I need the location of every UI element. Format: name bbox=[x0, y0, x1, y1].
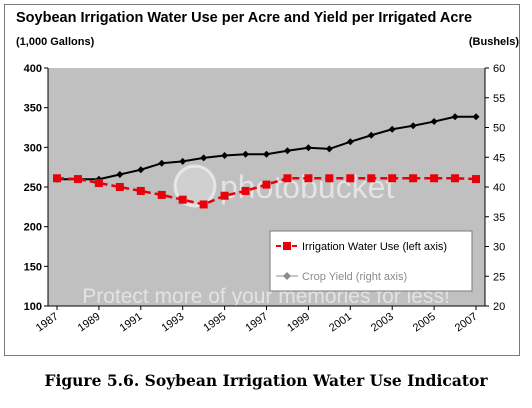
left-tick-label: 350 bbox=[24, 103, 42, 115]
crop-yield-point bbox=[242, 150, 250, 158]
x-tick-label: 1997 bbox=[243, 311, 270, 335]
x-tick-label: 1999 bbox=[285, 311, 312, 335]
water-use-point bbox=[157, 190, 166, 199]
water-use-point bbox=[451, 174, 460, 183]
water-use-point bbox=[115, 183, 124, 191]
left-tick-label: 150 bbox=[24, 261, 42, 273]
water-use-point bbox=[241, 186, 250, 195]
right-tick-label: 35 bbox=[493, 212, 505, 224]
right-tick-label: 20 bbox=[493, 301, 505, 313]
x-tick-label: 2003 bbox=[369, 311, 396, 335]
water-use-point bbox=[388, 174, 397, 183]
x-tick-label: 2007 bbox=[453, 311, 480, 335]
left-tick-label: 200 bbox=[24, 222, 42, 234]
water-use-point bbox=[325, 174, 334, 183]
left-tick-label: 300 bbox=[24, 142, 42, 154]
x-tick-label: 2001 bbox=[327, 311, 354, 335]
crop-yield-point bbox=[263, 150, 270, 158]
crop-yield-point bbox=[158, 159, 166, 167]
series-layer bbox=[53, 113, 480, 209]
water-use-point bbox=[136, 186, 145, 195]
left-tick-label: 250 bbox=[24, 182, 42, 194]
water-use-point bbox=[283, 174, 292, 183]
legend-yield-label: Crop Yield (right axis) bbox=[302, 271, 407, 283]
legend-yield-marker bbox=[283, 272, 291, 280]
crop-yield-point bbox=[472, 113, 480, 121]
water-use-point bbox=[304, 174, 313, 183]
water-use-point bbox=[472, 175, 480, 184]
water-use-point bbox=[73, 175, 82, 184]
x-tick-label: 1987 bbox=[34, 311, 61, 335]
left-axis-unit: (1,000 Gallons) bbox=[16, 36, 95, 48]
crop-yield-point bbox=[179, 157, 187, 165]
x-tick-label: 1995 bbox=[201, 311, 228, 335]
crop-yield-point bbox=[283, 147, 291, 155]
crop-yield-point bbox=[367, 131, 375, 139]
right-axis-unit: (Bushels) bbox=[469, 36, 519, 48]
legend-box bbox=[269, 230, 473, 292]
crop-yield-point bbox=[221, 151, 229, 159]
water-use-point bbox=[430, 174, 439, 183]
water-use-point bbox=[178, 195, 187, 204]
water-use-point bbox=[346, 174, 355, 183]
right-axis: 20 25 30 35 40 45 50 55 60 bbox=[484, 63, 505, 313]
crop-yield-point bbox=[409, 122, 417, 130]
crop-yield-point bbox=[451, 113, 459, 121]
water-use-point bbox=[53, 174, 61, 183]
legend: Irrigation Water Use (left axis) Crop Yi… bbox=[269, 230, 473, 292]
crop-yield-point bbox=[137, 166, 145, 174]
right-tick-label: 25 bbox=[493, 271, 505, 283]
x-tick-label: 1993 bbox=[159, 311, 186, 335]
right-tick-label: 30 bbox=[493, 242, 505, 254]
water-use-point bbox=[94, 179, 103, 188]
crop-yield-point bbox=[304, 144, 312, 152]
right-tick-label: 50 bbox=[493, 123, 505, 135]
right-tick-label: 45 bbox=[493, 152, 505, 164]
water-use-point bbox=[409, 174, 418, 183]
crop-yield-point bbox=[200, 154, 208, 162]
water-use-point bbox=[262, 180, 271, 189]
water-use-point bbox=[220, 191, 229, 200]
left-axis: 100 150 200 250 300 350 400 bbox=[24, 63, 49, 313]
figure-caption: Figure 5.6. Soybean Irrigation Water Use… bbox=[44, 371, 488, 390]
crop-yield-point bbox=[325, 145, 333, 153]
right-tick-label: 40 bbox=[493, 182, 505, 194]
left-tick-label: 400 bbox=[24, 63, 42, 75]
right-tick-label: 60 bbox=[493, 63, 505, 75]
chart-svg: Soybean Irrigation Water Use per Acre an… bbox=[16, 10, 519, 335]
crop-yield-point bbox=[388, 125, 396, 133]
crop-yield-point bbox=[116, 171, 124, 179]
water-use-point bbox=[199, 200, 208, 209]
left-tick-label: 100 bbox=[24, 301, 42, 313]
chart-title: Soybean Irrigation Water Use per Acre an… bbox=[16, 10, 472, 26]
watermark: photobucket Protect more of your memorie… bbox=[82, 164, 450, 308]
x-tick-label: 1991 bbox=[118, 311, 145, 335]
legend-water-marker bbox=[283, 242, 291, 250]
x-tick-label: 2005 bbox=[411, 311, 438, 335]
water-use-point bbox=[367, 174, 376, 183]
legend-water-label: Irrigation Water Use (left axis) bbox=[302, 241, 447, 253]
crop-yield-point bbox=[346, 138, 354, 146]
x-axis: 1987 1989 1991 1993 1995 1997 1999 2001 2003 2005… bbox=[34, 305, 485, 335]
crop-yield-point bbox=[430, 118, 438, 126]
right-tick-label: 55 bbox=[493, 93, 505, 105]
x-tick-label: 1989 bbox=[76, 311, 103, 335]
